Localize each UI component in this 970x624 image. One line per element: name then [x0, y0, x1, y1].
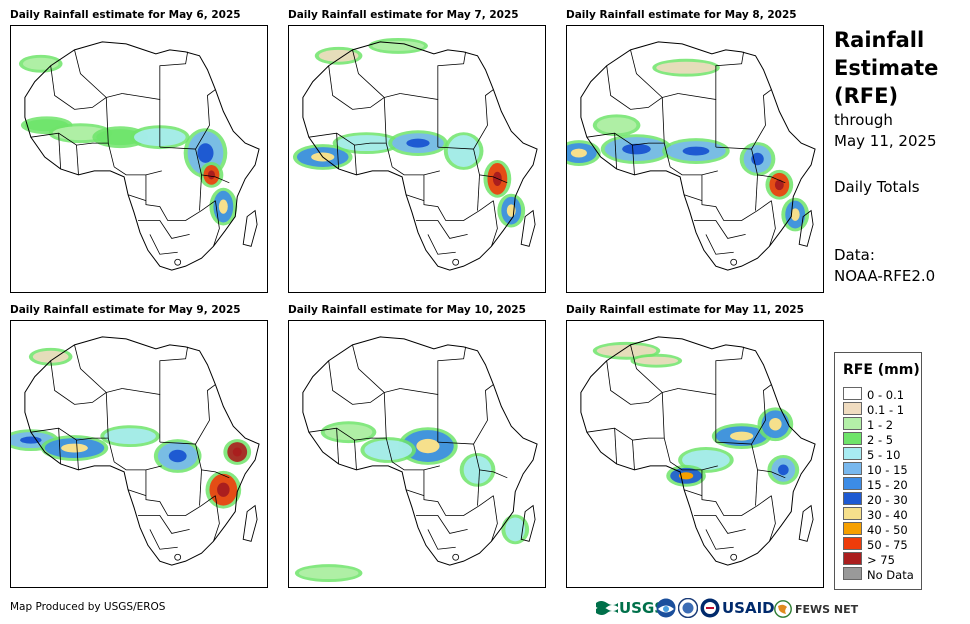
panel-title-may-10: Daily Rainfall estimate for May 10, 2025 [288, 304, 526, 316]
panel-title-may-7: Daily Rainfall estimate for May 7, 2025 [288, 9, 519, 21]
legend-label: No Data [867, 568, 914, 582]
map-panel-may-6 [10, 25, 268, 293]
map-panel-may-10 [288, 320, 546, 588]
africa-rainfall-map [18, 41, 260, 271]
legend-item: 2 - 5 [843, 432, 894, 447]
legend-item: 40 - 50 [843, 522, 908, 537]
legend-title: RFE (mm) [843, 362, 920, 378]
legend-label: 0.1 - 1 [867, 403, 905, 417]
doc-seal-icon [678, 598, 698, 618]
legend-swatch [843, 492, 862, 505]
legend-item: 5 - 10 [843, 447, 901, 462]
legend-swatch [843, 507, 862, 520]
sidebar-data-source: NOAA-RFE2.0 [834, 267, 936, 285]
legend-label: 10 - 15 [867, 463, 908, 477]
legend-swatch [843, 522, 862, 535]
legend-swatch [843, 552, 862, 565]
legend-label: > 75 [867, 553, 895, 567]
legend-swatch [843, 387, 862, 400]
map-panel-may-11 [566, 320, 824, 588]
africa-rainfall-map [567, 41, 816, 271]
legend-item: 15 - 20 [843, 477, 908, 492]
legend-swatch [843, 447, 862, 460]
usgs-logo-icon [596, 601, 618, 615]
legend-label: 1 - 2 [867, 418, 894, 432]
legend-item: 30 - 40 [843, 507, 908, 522]
panel-title-may-9: Daily Rainfall estimate for May 9, 2025 [10, 304, 241, 316]
legend-item: 0 - 0.1 [843, 387, 905, 402]
legend-swatch [843, 417, 862, 430]
legend-label: 0 - 0.1 [867, 388, 905, 402]
usaid-logo-text: USAID [722, 599, 775, 617]
legend-label: 50 - 75 [867, 538, 908, 552]
legend-swatch [843, 537, 862, 550]
legend-swatch [843, 402, 862, 415]
legend-swatch [843, 432, 862, 445]
africa-rainfall-map [292, 37, 538, 271]
legend-label: 5 - 10 [867, 448, 901, 462]
legend-swatch [843, 477, 862, 490]
panel-title-may-6: Daily Rainfall estimate for May 6, 2025 [10, 9, 241, 21]
legend-label: 2 - 5 [867, 433, 894, 447]
footer-credit: Map Produced by USGS/EROS [10, 601, 166, 613]
map-panel-may-9 [10, 320, 268, 588]
sidebar-end-date: May 11, 2025 [834, 132, 937, 150]
usaid-seal-icon [700, 598, 720, 618]
legend-item: No Data [843, 567, 914, 582]
legend-label: 40 - 50 [867, 523, 908, 537]
legend-label: 15 - 20 [867, 478, 908, 492]
panel-title-may-11: Daily Rainfall estimate for May 11, 2025 [566, 304, 804, 316]
legend-item: 20 - 30 [843, 492, 908, 507]
legend-item: 0.1 - 1 [843, 402, 905, 417]
sidebar-period: Daily Totals [834, 178, 920, 196]
panel-title-may-8: Daily Rainfall estimate for May 8, 2025 [566, 9, 797, 21]
legend-item: 50 - 75 [843, 537, 908, 552]
usgs-logo-text: USGS [619, 599, 666, 617]
fewsnet-globe-icon [774, 600, 792, 618]
sidebar-title-line2: Estimate [834, 56, 939, 80]
noaa-logo-icon [656, 598, 676, 618]
africa-rainfall-map [11, 336, 260, 566]
sidebar-data-label: Data: [834, 246, 875, 264]
legend-swatch [843, 462, 862, 475]
sidebar-through: through [834, 111, 893, 129]
legend-label: 30 - 40 [867, 508, 908, 522]
sidebar-title: Rainfall Estimate (RFE) [834, 26, 938, 110]
map-panel-may-8 [566, 25, 824, 293]
legend-item: > 75 [843, 552, 895, 567]
africa-rainfall-map [580, 336, 816, 566]
sidebar-title-line1: Rainfall [834, 28, 925, 52]
africa-rainfall-map [294, 336, 538, 582]
sidebar-title-line3: (RFE) [834, 84, 899, 108]
legend-swatch [843, 567, 862, 580]
legend-item: 10 - 15 [843, 462, 908, 477]
legend-label: 20 - 30 [867, 493, 908, 507]
legend-item: 1 - 2 [843, 417, 894, 432]
map-panel-may-7 [288, 25, 546, 293]
fewsnet-logo-text: FEWS NET [795, 603, 859, 616]
